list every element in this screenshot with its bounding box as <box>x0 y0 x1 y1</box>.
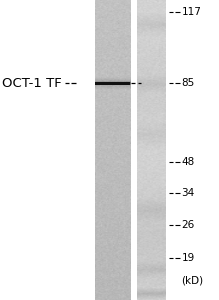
Text: 117: 117 <box>181 7 201 17</box>
Text: 26: 26 <box>181 220 195 230</box>
Text: (kD): (kD) <box>181 275 203 286</box>
Text: OCT-1 TF: OCT-1 TF <box>2 76 62 90</box>
Text: 34: 34 <box>181 188 195 198</box>
Bar <box>95 82 130 85</box>
Text: 48: 48 <box>181 157 195 167</box>
Text: 85: 85 <box>181 78 195 88</box>
Text: 19: 19 <box>181 253 195 263</box>
